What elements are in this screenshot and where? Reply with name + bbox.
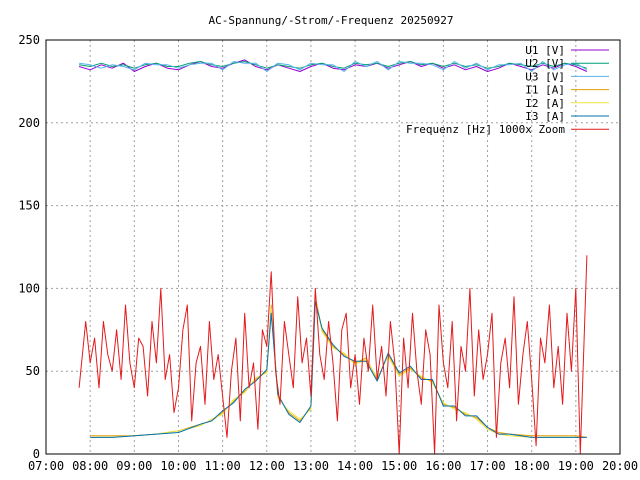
x-tick-label: 07:00 [28,459,64,473]
plot-frame [45,39,621,455]
y-tick-label: 100 [18,281,40,295]
y-tick-label: 0 [33,447,40,461]
legend-label: I1 [A] [525,84,565,97]
y-axis-ticks: 0 50 100 150 200 250 [18,33,40,461]
series-line-frequenz [78,255,588,455]
legend-label: I2 [A] [525,97,565,110]
x-tick-label: 17:00 [469,459,505,473]
x-axis-ticks: 07:00 08:00 09:00 10:00 11:00 12:00 13:00 14:00… [28,459,638,473]
legend-label: U2 [V] [525,57,565,70]
y-tick-label: 200 [18,116,40,130]
legend-label: Frequenz [Hz] 1000x Zoom [406,123,565,136]
series-line-u1 [78,59,588,72]
x-tick-label: 16:00 [425,459,461,473]
series-layer [78,59,588,455]
y-tick-label: 250 [18,33,40,47]
legend-label: U3 [V] [525,70,565,83]
y-tick-label: 150 [18,199,40,213]
x-tick-label: 18:00 [514,459,550,473]
legend: U1 [V]U2 [V]U3 [V]I1 [A]I2 [A]I3 [A]Freq… [406,44,609,136]
x-tick-label: 12:00 [249,459,285,473]
series-line-u3 [79,61,588,72]
x-tick-label: 10:00 [160,459,196,473]
x-tick-label: 19:00 [558,459,594,473]
x-tick-label: 15:00 [381,459,417,473]
y-tick-label: 50 [26,364,40,378]
x-tick-label: 08:00 [72,459,108,473]
x-tick-label: 20:00 [602,459,638,473]
chart-title: AC-Spannung/-Strom/-Frequenz 20250927 [208,14,453,27]
x-tick-label: 14:00 [337,459,373,473]
x-tick-label: 09:00 [116,459,152,473]
series-line-u2 [79,61,588,69]
legend-label: U1 [V] [525,44,565,57]
x-tick-label: 11:00 [205,459,241,473]
x-tick-label: 13:00 [293,459,329,473]
series-line-i3 [90,301,587,438]
legend-label: I3 [A] [525,110,565,123]
